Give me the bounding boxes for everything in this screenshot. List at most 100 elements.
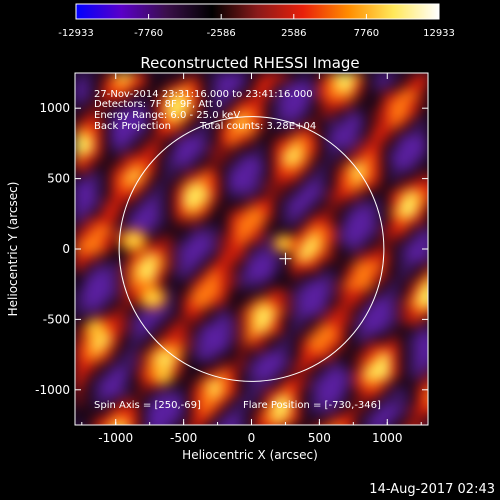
heatmap-cell (111, 343, 121, 353)
heatmap-cell (291, 271, 301, 281)
heatmap-cell (183, 163, 193, 173)
heatmap-cell (264, 361, 274, 371)
heatmap-cell (93, 154, 103, 164)
heatmap-cell (192, 208, 202, 218)
heatmap-cell (219, 325, 229, 335)
heatmap-cell (84, 343, 94, 353)
heatmap-cell (111, 244, 121, 254)
heatmap-cell (408, 154, 418, 164)
heatmap-cell (183, 127, 193, 137)
heatmap-cell (246, 361, 256, 371)
heatmap-cell (255, 109, 265, 119)
heatmap-cell (84, 91, 94, 101)
heatmap-cell (273, 226, 283, 236)
heatmap-cell (84, 370, 94, 380)
heatmap-cell (237, 226, 247, 236)
hotspot-core (89, 322, 102, 333)
heatmap-cell (282, 271, 292, 281)
heatmap-cell (363, 118, 373, 128)
heatmap-cell (237, 136, 247, 146)
heatmap-cell (309, 271, 319, 281)
heatmap-cell (300, 244, 310, 254)
heatmap-cell (246, 199, 256, 209)
heatmap-cell (111, 361, 121, 371)
heatmap-cell (84, 136, 94, 146)
heatmap-cell (309, 100, 319, 110)
heatmap-cell (417, 118, 427, 128)
heatmap-cell (336, 190, 346, 200)
heatmap-cell (363, 172, 373, 182)
heatmap-cell (363, 109, 373, 119)
heatmap-cell (192, 307, 202, 317)
heatmap-cell (399, 109, 409, 119)
heatmap-cell (138, 244, 148, 254)
heatmap-cell (120, 298, 130, 308)
heatmap-cell (219, 388, 229, 398)
heatmap-cell (192, 199, 202, 209)
heatmap-cell (210, 352, 220, 362)
heatmap-cell (246, 91, 256, 101)
heatmap-cell (336, 118, 346, 128)
heatmap-cell (354, 370, 364, 380)
heatmap-cell (282, 145, 292, 155)
heatmap-cell (210, 361, 220, 371)
heatmap-cell (84, 406, 94, 416)
heatmap-cell (318, 244, 328, 254)
heatmap-cell (75, 118, 85, 128)
heatmap-cell (183, 199, 193, 209)
heatmap-cell (246, 244, 256, 254)
heatmap-cell (399, 127, 409, 137)
heatmap-cell (255, 361, 265, 371)
heatmap-cell (255, 145, 265, 155)
heatmap-cell (246, 253, 256, 263)
heatmap-cell (327, 370, 337, 380)
heatmap-cell (201, 316, 211, 326)
heatmap-cell (300, 343, 310, 353)
heatmap-cell (345, 208, 355, 218)
heatmap-cell (354, 406, 364, 416)
heatmap-cell (363, 100, 373, 110)
heatmap-cell (273, 136, 283, 146)
heatmap-cell (417, 316, 427, 326)
heatmap-cell (390, 136, 400, 146)
heatmap-cell (174, 262, 184, 272)
heatmap-cell (336, 181, 346, 191)
heatmap-cell (399, 388, 409, 398)
heatmap-cell (264, 181, 274, 191)
heatmap-cell (93, 334, 103, 344)
spin-axis-label: Spin Axis = [250,-69] (94, 400, 201, 411)
heatmap-cell (138, 253, 148, 263)
heatmap-cell (291, 190, 301, 200)
heatmap-cell (174, 289, 184, 299)
heatmap-cell (381, 181, 391, 191)
heatmap-cell (219, 118, 229, 128)
heatmap-cell (183, 361, 193, 371)
heatmap-cell (426, 154, 428, 164)
heatmap-cell (237, 325, 247, 335)
heatmap-cell (120, 280, 130, 290)
heatmap-cell (408, 244, 418, 254)
footer-date: 14-Aug-2017 02:43 (369, 482, 495, 497)
heatmap-cell (327, 136, 337, 146)
heatmap-cell (345, 154, 355, 164)
heatmap-cell (111, 172, 121, 182)
heatmap-cell (210, 199, 220, 209)
heatmap-cell (237, 145, 247, 155)
heatmap-cell (363, 415, 373, 425)
heatmap-cell (174, 271, 184, 281)
heatmap-cell (273, 280, 283, 290)
heatmap-cell (390, 406, 400, 416)
heatmap-cell (75, 163, 85, 173)
heatmap-cell (138, 343, 148, 353)
heatmap-cell (102, 325, 112, 335)
heatmap-cell (129, 154, 139, 164)
heatmap-cell (273, 91, 283, 101)
heatmap-cell (165, 118, 175, 128)
heatmap-cell (381, 415, 391, 425)
heatmap-cell (210, 406, 220, 416)
heatmap-cell (93, 235, 103, 245)
heatmap-cell (129, 145, 139, 155)
heatmap-cell (210, 316, 220, 326)
heatmap-cell (336, 316, 346, 326)
heatmap-cell (363, 379, 373, 389)
